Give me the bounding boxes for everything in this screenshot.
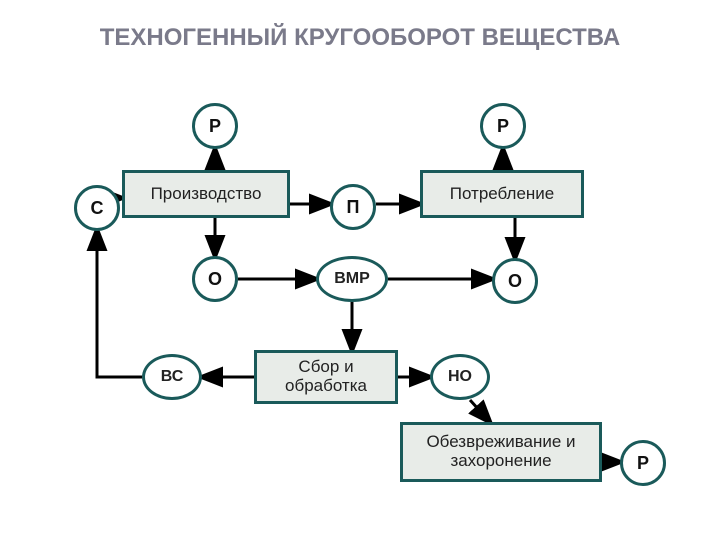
- node-C: С: [74, 185, 120, 231]
- node-disp: Обезвреживание и захоронение: [400, 422, 602, 482]
- node-VMR: ВМР: [316, 256, 388, 302]
- node-R3: Р: [620, 440, 666, 486]
- node-VS: ВС: [142, 354, 202, 400]
- node-cons: Потребление: [420, 170, 584, 218]
- node-coll: Сбор и обработка: [254, 350, 398, 404]
- node-P: П: [330, 184, 376, 230]
- diagram-title: ТЕХНОГЕННЫЙ КРУГООБОРОТ ВЕЩЕСТВА: [0, 24, 720, 53]
- node-NO: НО: [430, 354, 490, 400]
- node-prod: Производство: [122, 170, 290, 218]
- node-O2: О: [492, 258, 538, 304]
- node-O1: О: [192, 256, 238, 302]
- node-R1: Р: [192, 103, 238, 149]
- node-R2: Р: [480, 103, 526, 149]
